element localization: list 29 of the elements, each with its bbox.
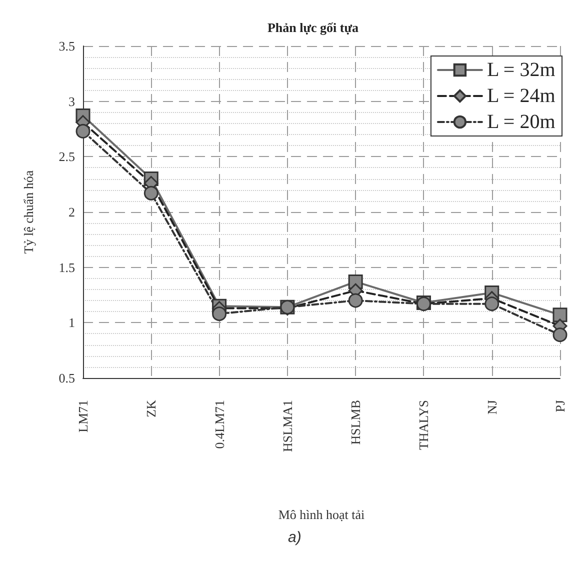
y-tick-label: 2.5	[58, 149, 75, 164]
x-tick-label: PJ	[552, 400, 568, 412]
point	[552, 328, 568, 342]
y-tick-label: 3	[68, 94, 75, 109]
x-tick-label: HSLMB	[348, 400, 364, 445]
x-tick-label: LM71	[76, 400, 90, 432]
chart-title: Phản lực gối tựa	[267, 20, 360, 35]
y-axis-title: Tỷ lệ chuẩn hóa	[21, 170, 36, 254]
x-tick-label: NJ	[484, 400, 500, 414]
text: a)	[288, 529, 302, 546]
y-tick-label: 1	[68, 315, 75, 330]
point	[348, 293, 363, 308]
y-tick-label: 3.5	[58, 38, 75, 54]
x-tick-label: 0.4LM71	[212, 400, 227, 449]
y-tick-label: 2	[68, 204, 75, 220]
y-tick-label: 1.5	[58, 260, 75, 275]
point	[144, 186, 158, 200]
x-tick-label: HSLMA1	[280, 400, 295, 452]
x-tick-label: THALYS	[416, 400, 432, 450]
legend-label: L = 32m	[486, 59, 556, 81]
point	[76, 124, 90, 138]
point	[212, 306, 227, 322]
x-tick-label: ZK	[144, 399, 159, 418]
legend-label: L = 20m	[486, 111, 556, 133]
point	[484, 296, 500, 312]
x-axis-title: Mô hình hoạt tải	[278, 507, 366, 522]
legend-label: L = 24m	[486, 85, 556, 107]
y-tick-label: 0.5	[58, 370, 75, 386]
point	[552, 308, 568, 322]
